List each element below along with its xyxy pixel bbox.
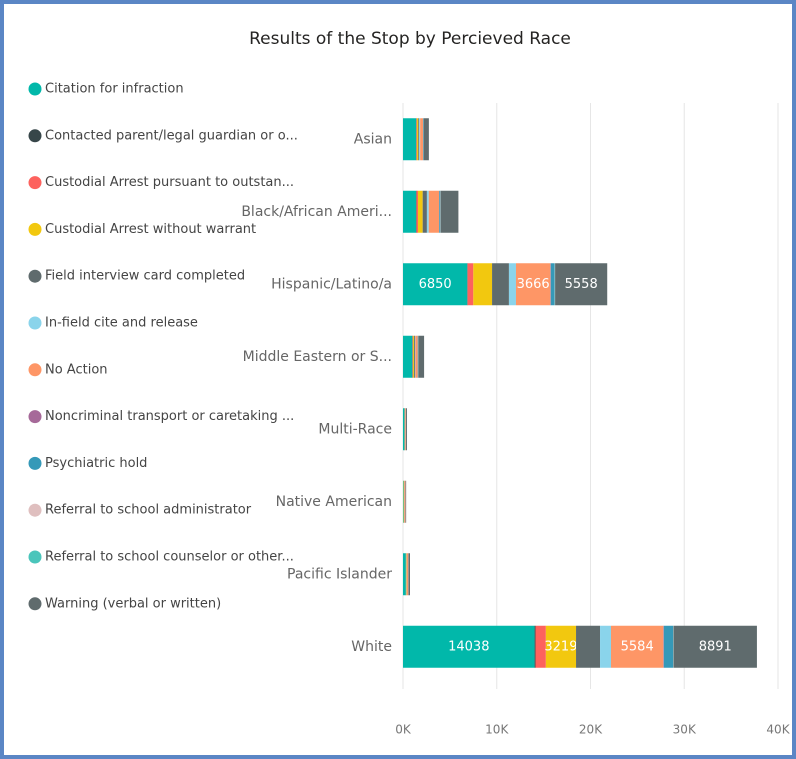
bar-segment <box>406 553 409 596</box>
bar-segment <box>420 118 423 161</box>
x-tick-label: 0K <box>395 723 412 737</box>
bar-segment <box>423 118 429 161</box>
legend-label: Referral to school counselor or other... <box>45 550 294 565</box>
data-label: 5558 <box>565 277 598 292</box>
legend-swatch <box>28 410 42 424</box>
data-label: 3666 <box>517 277 550 292</box>
y-tick-label: Hispanic/Latino/a <box>271 276 392 292</box>
x-tick-label: 30K <box>673 723 697 737</box>
bar-segment <box>426 190 429 233</box>
bar-segment <box>403 625 535 668</box>
bar-segment <box>515 263 551 306</box>
legend-swatch <box>28 129 42 143</box>
bar-segment <box>418 118 420 161</box>
bar-segment <box>404 480 406 523</box>
bar-segment <box>440 190 459 233</box>
data-label: 3219 <box>544 639 577 654</box>
bar-segment <box>408 553 410 596</box>
chart-title: Results of the Stop by Percieved Race <box>249 29 571 49</box>
legend-swatch <box>28 269 42 283</box>
bar-segment <box>467 263 474 306</box>
y-tick-label: Multi-Race <box>318 421 392 437</box>
bar-segment <box>403 335 413 378</box>
bar-segment <box>663 625 674 668</box>
bar-segment <box>418 335 425 378</box>
legend-swatch <box>28 503 42 517</box>
legend-label: Field interview card completed <box>45 269 245 284</box>
bar-segment <box>418 190 423 233</box>
x-tick-label: 40K <box>766 723 790 737</box>
legend-label: Citation for infraction <box>45 82 184 97</box>
legend-swatch <box>28 363 42 377</box>
bar-segment <box>419 118 421 161</box>
y-tick-label: Black/African Ameri... <box>241 204 392 220</box>
legend-label: Psychiatric hold <box>45 456 147 471</box>
bar-segment <box>403 118 417 161</box>
y-tick-label: Native American <box>276 494 392 510</box>
bar-segment <box>406 408 407 451</box>
y-tick-label: White <box>351 639 392 655</box>
x-tick-label: 20K <box>579 723 603 737</box>
bar-segment <box>545 625 577 668</box>
data-label: 5584 <box>621 639 654 654</box>
bar-segment <box>416 190 418 233</box>
bar-segment <box>405 480 407 523</box>
legend-label: Noncriminal transport or caretaking ... <box>45 409 294 424</box>
bar-segment <box>403 408 405 451</box>
y-tick-label: Middle Eastern or S... <box>243 349 392 365</box>
legend-label: Custodial Arrest pursuant to outstan... <box>45 175 294 190</box>
x-tick-label: 10K <box>485 723 509 737</box>
legend-label: No Action <box>45 362 108 377</box>
bar-segment <box>403 263 468 306</box>
legend-label: Referral to school administrator <box>45 503 252 518</box>
bar-segment <box>403 480 404 523</box>
bar-segment <box>413 335 414 378</box>
bar-segment <box>415 335 418 378</box>
bar-segment <box>576 625 601 668</box>
bar-segment <box>534 625 536 668</box>
chart: Results of the Stop by Percieved Race 0K… <box>28 29 791 737</box>
bar-segment <box>473 263 493 306</box>
data-label: 8891 <box>699 639 732 654</box>
bar-segment <box>422 190 427 233</box>
legend-swatch <box>28 82 42 96</box>
bar-segment <box>508 263 516 306</box>
legend-label: Custodial Arrest without warrant <box>45 222 256 237</box>
bar-segment <box>416 118 419 161</box>
bar-segment <box>611 625 664 668</box>
bar-segment <box>492 263 509 306</box>
bar-segment <box>673 625 757 668</box>
bar-segment <box>428 190 440 233</box>
data-label: 6850 <box>419 277 452 292</box>
y-tick-label: Asian <box>354 131 392 147</box>
bar-segment <box>439 190 441 233</box>
data-label: 14038 <box>448 639 489 654</box>
legend-label: Contacted parent/legal guardian or o... <box>45 128 298 143</box>
legend-swatch <box>28 316 42 330</box>
bar-segment <box>600 625 612 668</box>
legend-label: Warning (verbal or written) <box>45 596 221 611</box>
legend-swatch <box>28 456 42 470</box>
bar-segment <box>550 263 555 306</box>
bar-segment <box>413 335 415 378</box>
bar-segment <box>535 625 546 668</box>
bar-segment <box>555 263 608 306</box>
bar-segment <box>403 553 406 596</box>
bar-segment <box>403 190 417 233</box>
legend-swatch <box>28 176 42 190</box>
y-tick-label: Pacific Islander <box>287 566 392 582</box>
legend-swatch <box>28 222 42 236</box>
legend-swatch <box>28 550 42 564</box>
legend-label: In-field cite and release <box>45 316 198 331</box>
legend-swatch <box>28 597 42 611</box>
bar-segment <box>405 408 406 451</box>
